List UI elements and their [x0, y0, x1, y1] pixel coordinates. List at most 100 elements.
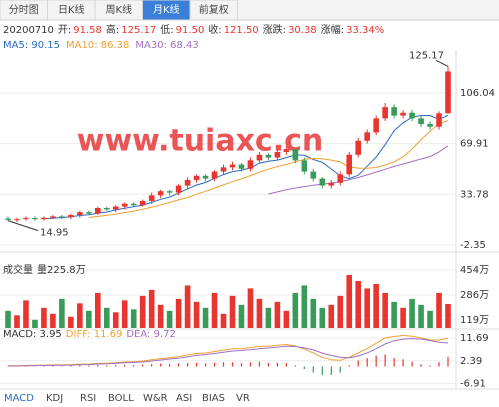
tab-label[interactable]: 分时图 [9, 4, 39, 16]
volume-bar [400, 307, 406, 328]
high-marker-label: 125.17 [409, 50, 444, 61]
volume-bar [130, 309, 137, 328]
candle-body [319, 178, 326, 186]
volume-bar [112, 312, 119, 328]
candle-body [14, 219, 20, 221]
quote-label: 收: [208, 23, 221, 36]
candle-body [238, 164, 245, 169]
macd-label: MACD: 3.95 [3, 329, 62, 340]
volume-bar [391, 301, 397, 328]
volume-bar [77, 303, 83, 328]
candle-body [382, 107, 388, 119]
candle-body [373, 118, 379, 133]
candle-body [220, 167, 227, 172]
candle-body [193, 175, 200, 180]
candle-body [355, 140, 362, 155]
volume-bar [436, 292, 442, 328]
indicator-tab[interactable]: MACD [4, 393, 34, 404]
ma-legend-item: MA10: 86.38 [66, 40, 129, 51]
volume-bar [157, 304, 164, 328]
ma-legend-item: MA30: 68.43 [135, 40, 198, 51]
volume-bar [220, 313, 227, 328]
y-tick-label: 69.91 [460, 139, 489, 150]
candle-body [68, 214, 74, 218]
y-tick-label: 11.69 [460, 333, 489, 344]
quote-label: 高: [106, 23, 119, 36]
volume-bar [409, 298, 415, 328]
y-tick-label: 119万 [460, 315, 489, 326]
indicator-tab[interactable]: W&R [143, 393, 168, 404]
volume-bar [50, 313, 56, 328]
ma-line [88, 120, 449, 218]
quote-line: 20200710 开: 91.58 高: 125.17 低: 91.50 收: 121.50 涨跌… [3, 23, 384, 36]
volume-bar [121, 300, 128, 328]
candle-body [391, 107, 397, 116]
volume-bar [310, 298, 317, 328]
indicator-tab[interactable]: VR [236, 393, 250, 404]
candle-body [77, 212, 83, 215]
volume-bar [382, 292, 388, 328]
quote-value: 91.58 [73, 25, 102, 36]
volume-bar [59, 298, 65, 328]
tab-label[interactable]: 月K线 [153, 3, 180, 16]
candle-body [32, 218, 38, 220]
volume-bar [445, 303, 451, 328]
volume-bar [427, 310, 433, 328]
volume-bar [23, 300, 29, 328]
volume-bar [202, 307, 209, 328]
indicator-tab[interactable]: KDJ [46, 393, 63, 404]
volume-title: 量225.8万 [37, 264, 86, 276]
volume-bar [139, 295, 146, 328]
indicator-tab[interactable]: BOLL [108, 393, 134, 404]
candle-body [5, 218, 11, 220]
volume-bar [166, 310, 173, 328]
candle-body [59, 216, 65, 218]
volume-bar [41, 307, 47, 328]
candle-body [130, 203, 137, 206]
quote-value: 30.38 [288, 25, 317, 36]
candle-body [166, 191, 173, 193]
volume-bar [256, 298, 263, 328]
tab[interactable] [189, 0, 238, 21]
tab-label[interactable]: 日K线 [58, 3, 85, 16]
indicator-tab[interactable]: BIAS [202, 393, 225, 404]
dea-line [7, 338, 449, 367]
candle-body [139, 200, 146, 206]
ma-legend-item: MA5: 90.15 [3, 40, 60, 51]
candle-body [229, 164, 236, 168]
candle-body [364, 132, 370, 141]
y-tick-label: 454万 [460, 265, 489, 276]
candle-body [445, 71, 451, 114]
candle-body [346, 154, 353, 175]
candle-body [184, 179, 191, 186]
high-marker-line [435, 59, 449, 67]
quote-date: 20200710 [3, 25, 54, 36]
tab-label[interactable]: 周K线 [105, 3, 132, 16]
volume-bar [94, 292, 101, 328]
volume-bar [274, 301, 281, 328]
volume-bar [175, 298, 182, 328]
volume-bar [211, 292, 218, 328]
candle-body [283, 149, 290, 152]
volume-label: 成交量 [3, 263, 33, 276]
volume-bar [328, 304, 335, 328]
candle-body [23, 218, 29, 220]
volume-bar [68, 316, 74, 328]
diff-line [7, 334, 449, 367]
candle-body [400, 112, 406, 116]
candle-body [301, 160, 308, 172]
indicator-tab[interactable]: RSI [80, 393, 96, 404]
candle-body [94, 207, 101, 214]
indicator-tab[interactable]: ASI [176, 393, 192, 404]
quote-value: 33.34% [346, 25, 384, 36]
candle-body [337, 174, 344, 183]
diff-label: DIFF: 11.69 [66, 329, 123, 340]
tab-label[interactable]: 前复权 [199, 3, 229, 16]
volume-bar [103, 307, 110, 328]
candle-body [310, 171, 317, 179]
candle-body [328, 182, 335, 186]
volume-bar [337, 295, 344, 328]
ma-line [268, 145, 449, 195]
volume-bar [148, 289, 155, 328]
